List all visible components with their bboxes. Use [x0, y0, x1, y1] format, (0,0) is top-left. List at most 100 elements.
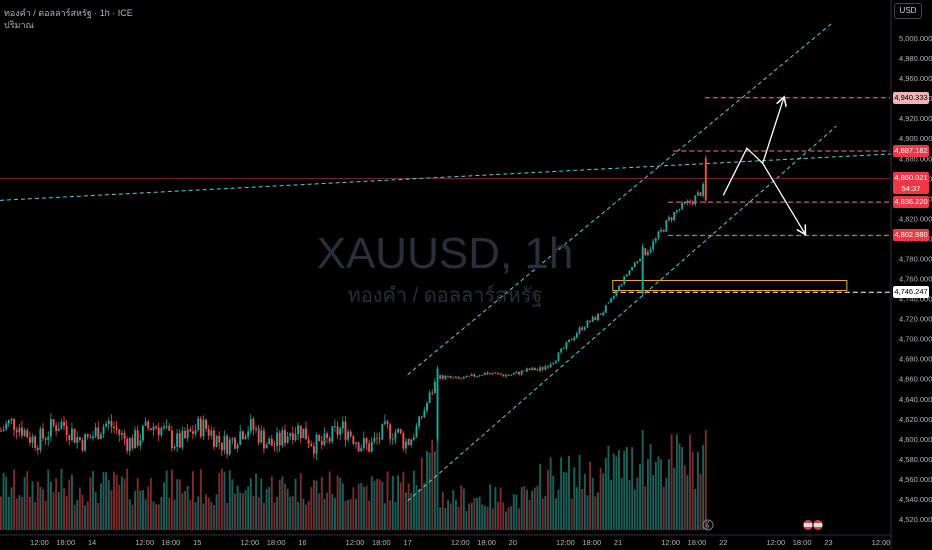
candle-body [189, 429, 192, 432]
volume-bar [491, 508, 494, 530]
candle-body [286, 436, 289, 443]
price-tag-value: 4,802.980 [894, 230, 928, 240]
candle-body [2, 429, 5, 432]
volume-bar [381, 481, 384, 530]
volume-bar [347, 499, 350, 530]
volume-bar [102, 471, 105, 530]
candle-body [234, 438, 236, 449]
candle-body [215, 435, 218, 447]
candle-body [191, 431, 194, 434]
candle-body [28, 437, 31, 443]
candle-body [494, 372, 497, 374]
candle-body [454, 376, 457, 378]
candle-body [186, 429, 189, 439]
volume-bar [552, 475, 555, 530]
volume-bar [131, 504, 134, 530]
candle-body [10, 418, 13, 421]
volume-bar [328, 471, 331, 530]
volume-bar [402, 472, 405, 530]
candle-body [520, 370, 523, 375]
volume-bar [202, 503, 205, 530]
candle-body [460, 378, 463, 380]
price-tick-label: 4,960.000 [899, 74, 932, 83]
candle-body [704, 158, 707, 201]
volume-bar [97, 502, 100, 530]
candle-body [486, 372, 489, 375]
lightning-icon[interactable] [702, 519, 714, 531]
candle-body [284, 430, 286, 443]
volume-bar [52, 492, 55, 530]
currency-button[interactable]: USD [894, 3, 922, 19]
volume-bar [541, 498, 544, 530]
candle-body [523, 370, 526, 372]
candle-body [168, 425, 171, 431]
volume-bar [49, 481, 52, 530]
symbol-title[interactable]: ทองคำ / ดอลลาร์สหรัฐ · 1h · ICE [4, 8, 133, 18]
volume-bar [465, 511, 468, 530]
time-axis[interactable]: 12:00 18:00 14 12:00 18:00 15 12:00 18:00 16 12:0… [0, 534, 891, 547]
volume-bar [2, 472, 5, 530]
candle-body [536, 369, 539, 371]
candle-body [462, 377, 465, 379]
volume-bar [699, 473, 702, 530]
candle-body [357, 442, 360, 452]
candle-body [431, 392, 434, 394]
volume-bar [281, 476, 284, 530]
candle-body [257, 428, 260, 443]
time-tick-label: 18:00 [793, 538, 812, 547]
volume-bar [483, 505, 486, 530]
candle-body [381, 423, 384, 440]
candle-body [47, 436, 50, 440]
candle-body [552, 362, 555, 365]
time-tick-label: 18:00 [582, 538, 601, 547]
volume-bar [526, 489, 528, 530]
candle-body [599, 313, 602, 315]
volume-bar [649, 444, 652, 530]
candle-body [436, 368, 439, 439]
candle-body [394, 432, 397, 440]
volume-bar [528, 499, 531, 530]
time-tick-label: 20 [509, 538, 517, 547]
candle-body [541, 367, 544, 370]
candle-body [507, 375, 510, 376]
volume-bar [144, 499, 147, 530]
lightning-glyph [705, 520, 710, 530]
candle-body [441, 375, 444, 379]
volume-bar [683, 465, 686, 530]
volume-bar [57, 492, 60, 530]
candle-body [265, 444, 268, 449]
candle-body [0, 430, 2, 432]
volume-bar [294, 478, 297, 530]
candle-body [594, 316, 597, 320]
candle-body [573, 337, 576, 341]
candle-body [665, 220, 668, 232]
volume-bar [586, 495, 589, 530]
candle-body [328, 437, 331, 442]
volume-bar [497, 501, 499, 530]
volume-bar [110, 490, 113, 530]
volume-bar [507, 507, 510, 530]
price-axis[interactable]: 4,520.000 4,540.000 4,560.000 4,580.000 4,60… [890, 0, 932, 550]
candle-body [370, 441, 373, 452]
candle-body [623, 276, 626, 285]
candle-body [31, 436, 34, 443]
candle-body [439, 375, 442, 379]
volume-bar [449, 503, 452, 530]
price-tick-label: 4,560.000 [899, 475, 932, 484]
volume-bar [686, 475, 689, 530]
candle-body [468, 375, 471, 377]
volume-label[interactable]: ปริมาณ [4, 20, 34, 30]
candle-body [631, 266, 634, 271]
candle-body [607, 302, 610, 304]
volume-bar [184, 490, 186, 530]
candle-body [131, 438, 134, 449]
price-tick-label: 4,540.000 [899, 495, 932, 504]
volume-bar [599, 467, 602, 530]
volume-bar [533, 487, 536, 530]
projection-arrows [722, 98, 805, 233]
volume-bar [247, 486, 250, 530]
candle-body [21, 427, 23, 436]
candle-body [678, 209, 681, 211]
candle-body [654, 238, 657, 242]
